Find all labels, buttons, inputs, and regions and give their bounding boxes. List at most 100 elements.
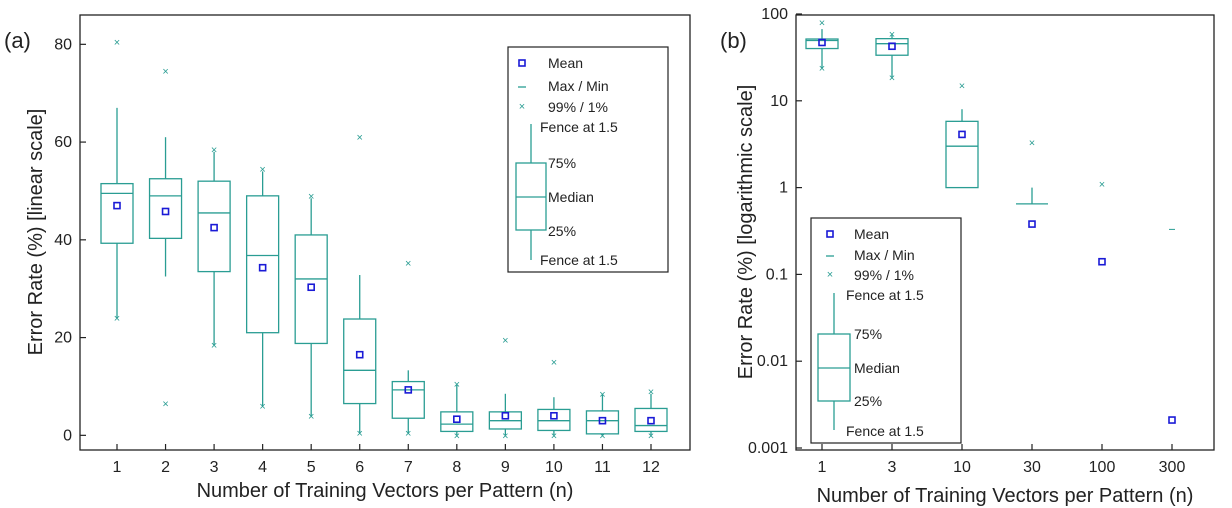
legend-fence-high-label: Fence at 1.5 [846, 287, 924, 303]
panel-b-x-axis-label: Number of Training Vectors per Pattern (… [817, 485, 1194, 507]
legend-mean-label: Mean [854, 226, 889, 242]
panel-a-p1-marker: × [405, 428, 411, 440]
panel-a-p1-marker: × [211, 340, 217, 352]
legend-q1-label: 25% [548, 223, 576, 239]
panel-b-x-ticks: 1 3 10 30 100 300 [818, 444, 1186, 476]
panel-a-p1-marker: × [308, 411, 314, 423]
legend-q3-label: 75% [854, 326, 882, 342]
panel-b-p99-marker: × [1099, 179, 1105, 191]
panel-b-box-10: × [945, 81, 979, 189]
panel-a-p1-marker: × [259, 401, 265, 413]
panel-b-y-axis-label: Error Rate (%) [logarithmic scale] [735, 85, 757, 380]
panel-a-box-10: ×× [537, 357, 571, 442]
panel-a-p1-marker: × [162, 399, 168, 411]
panel-a-box-11: ×× [585, 389, 620, 442]
panel-b-mean-marker [958, 130, 966, 139]
panel-a-mean-marker [501, 411, 510, 420]
panel-b-box-3: ×× [875, 29, 909, 85]
panel-a-x-tick-label: 4 [258, 459, 267, 476]
panel-b-p99-marker: × [889, 29, 895, 41]
panel-b-box-100: × [1098, 179, 1106, 266]
legend-maxmin-label: Max / Min [548, 78, 609, 94]
panel-a-x-tick-label: 9 [501, 459, 510, 476]
panel-a-p99-marker: × [162, 66, 168, 78]
panel-a-y-tick-label: 60 [54, 134, 72, 151]
legend-maxmin-label: Max / Min [854, 247, 915, 263]
panel-a-x-tick-label: 12 [642, 459, 660, 476]
panel-b-x-tick-label: 1 [818, 459, 827, 476]
panel-a-mean-marker [453, 415, 461, 424]
panel-a-box-iqr [197, 180, 231, 273]
panel-a-x-tick-label: 3 [210, 459, 219, 476]
panel-a-y-tick-label: 80 [54, 36, 72, 53]
panel-a-x-tick-label: 11 [594, 459, 611, 476]
panel-b-box-300 [1168, 228, 1176, 424]
panel-a-x-tick-label: 2 [161, 459, 170, 476]
panel-a-mean-marker [113, 201, 121, 210]
panel-b-y-tick-label: 0.001 [748, 440, 788, 457]
panel-a-p99-marker: × [211, 144, 217, 156]
panel-a-p99-marker: × [599, 389, 605, 401]
panel-a-y-tick-label: 0 [63, 427, 72, 444]
panel-a-box-3: ×× [197, 144, 231, 352]
legend-percentile-label: 99% / 1% [548, 99, 608, 115]
panel-a-p99-marker: × [405, 258, 411, 270]
panel-b-x-tick-label: 10 [953, 459, 971, 476]
panel-a-legend: Mean Max / Min × 99% / 1% Fence at 1.5 7… [507, 46, 669, 273]
panel-a-box-6: ×× [343, 132, 377, 440]
legend-frame [507, 46, 669, 273]
panel-a-mean-marker [258, 263, 267, 272]
legend-median-label: Median [854, 360, 900, 376]
panel-a-label: (a) [4, 28, 31, 53]
panel-a-box-8: ×× [440, 379, 474, 442]
panel-a-mean-marker [307, 283, 315, 292]
panel-a-mean-marker [647, 416, 655, 425]
panel-a-p99-marker: × [114, 37, 120, 49]
panel-a-x-tick-label: 6 [355, 459, 364, 476]
panel-a-mean-marker [161, 207, 170, 216]
panel-b-mean-marker [818, 38, 826, 47]
panel-b-p1-marker: × [819, 63, 825, 75]
panel-a-p99-marker: × [259, 164, 265, 176]
legend-fence-high-label: Fence at 1.5 [540, 119, 618, 135]
panel-b-mean-marker [1168, 416, 1176, 424]
panel-a-box-12: ×× [634, 386, 668, 442]
panel-a-mean-marker [550, 411, 558, 420]
legend-q3-label: 75% [548, 155, 576, 171]
legend-mean-marker [518, 59, 526, 67]
panel-a-y-ticks: 0 20 40 60 80 [54, 36, 86, 444]
panel-b-y-tick-label: 0.1 [766, 266, 788, 283]
panel-b-p99-marker: × [1029, 138, 1035, 150]
panel-b-x-tick-label: 300 [1159, 459, 1186, 476]
panel-b-p99-marker: × [959, 81, 965, 93]
panel-a-p1-marker: × [599, 430, 605, 442]
panel-b-p1-marker: × [889, 73, 895, 85]
panel-b-x-tick-label: 30 [1023, 459, 1041, 476]
panel-a-p99-marker: × [454, 379, 460, 391]
panel-a-box-iqr [294, 234, 328, 345]
legend-mean-label: Mean [548, 55, 583, 71]
panel-a-box-5: ×× [294, 191, 328, 423]
panel-b-legend: Mean Max / Min × 99% / 1% Fence at 1.5 7… [810, 217, 962, 444]
legend-frame [810, 217, 962, 444]
legend-percentile-label: 99% / 1% [854, 267, 914, 283]
panel-a-x-axis-label: Number of Training Vectors per Pattern (… [197, 480, 574, 502]
panel-a-mean-marker [598, 416, 607, 425]
panel-a-x-tick-label: 7 [404, 459, 413, 476]
panel-a-x-tick-label: 8 [452, 459, 461, 476]
panel-a-p99-marker: × [551, 357, 557, 369]
panel-a-x-tick-label: 10 [545, 459, 563, 476]
panel-a-p99-marker: × [502, 335, 508, 347]
panel-a-y-axis-label: Error Rate (%) [linear scale] [25, 109, 47, 356]
panel-b-label: (b) [720, 28, 747, 53]
panel-b-boxes: ××××××× [805, 17, 1176, 424]
panel-a-p1-marker: × [502, 430, 508, 442]
panel-b-mean-marker [888, 42, 896, 51]
panel-a-plot-frame [79, 14, 691, 451]
panel-b-y-tick-label: 100 [761, 6, 788, 23]
legend-median-label: Median [548, 189, 594, 205]
panel-a-y-tick-label: 20 [54, 330, 72, 347]
panel-a-box-7: ×× [391, 258, 425, 440]
